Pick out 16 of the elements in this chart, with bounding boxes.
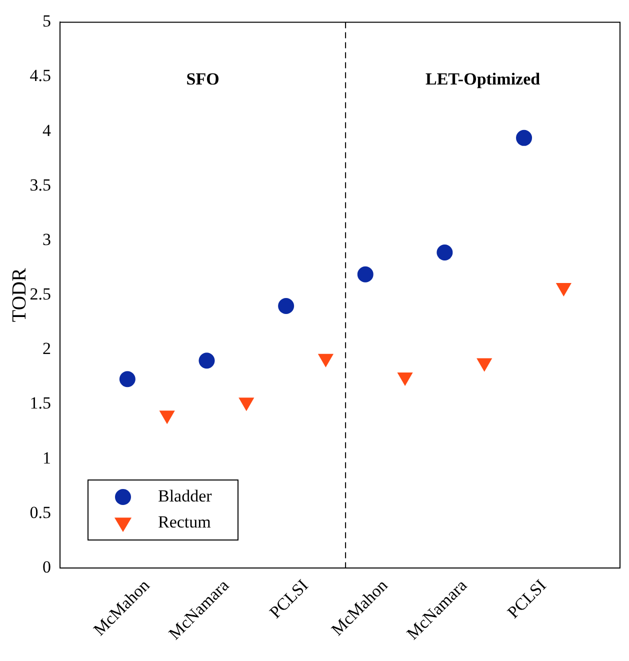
y-axis-title: TODR	[8, 267, 30, 322]
y-tick-label: 3	[42, 230, 51, 249]
y-tick-label: 1.5	[30, 394, 51, 413]
annotation: SFO	[186, 70, 220, 89]
y-tick-label: 5	[42, 12, 51, 31]
y-tick-label: 4.5	[30, 66, 51, 86]
y-tick-label: 1	[42, 448, 51, 468]
legend-label: Bladder	[158, 486, 212, 506]
y-tick-label: 4	[42, 120, 52, 140]
legend-label: Rectum	[158, 512, 211, 532]
y-tick-label: 3.5	[30, 175, 51, 194]
y-tick-label: 0.5	[30, 502, 51, 522]
y-tick-label: 2.5	[30, 284, 51, 304]
y-tick-label: 0	[42, 557, 51, 576]
annotation: LET-Optimized	[425, 70, 541, 89]
y-tick-label: 2	[42, 339, 51, 358]
